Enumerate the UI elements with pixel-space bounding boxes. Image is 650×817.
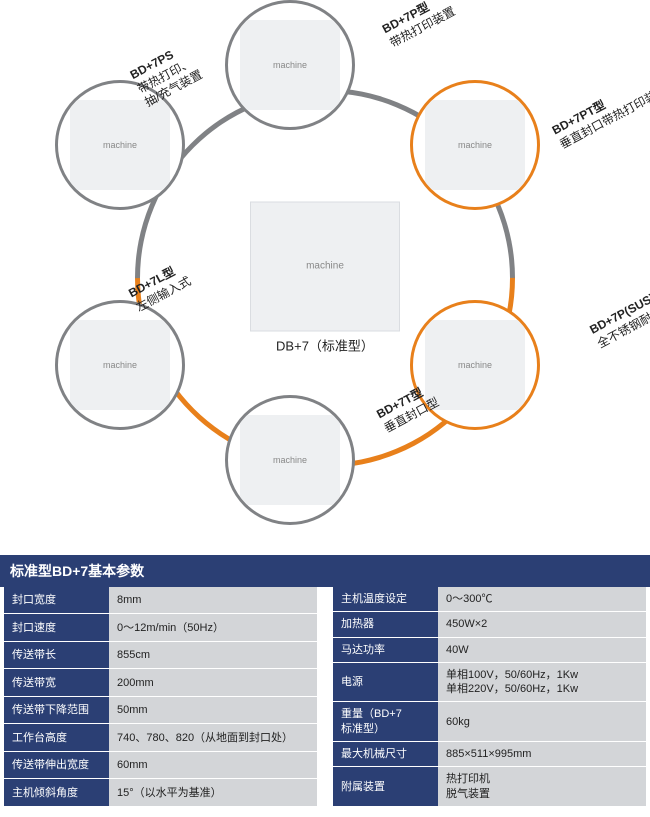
center-label: DB+7（标准型） xyxy=(250,335,400,354)
spec-value: 0～300℃ xyxy=(438,587,646,612)
spec-value: 15°（以水平为基准） xyxy=(109,779,317,807)
spec-value: 单相100V，50/60Hz，1Kw单相220V，50/60Hz，1Kw xyxy=(438,662,646,702)
image-placeholder: machine xyxy=(240,20,340,110)
node-top-left: machine BD+7PS 带热打印、抽/充气装置 xyxy=(50,80,190,210)
spec-key: 马达功率 xyxy=(333,637,438,662)
node-top-right: machine BD+7PT型 垂直封口带热打印装置 xyxy=(405,80,545,210)
spec-key: 传送带下降范围 xyxy=(4,696,109,724)
spec-key: 最大机械尺寸 xyxy=(333,742,438,767)
specs-table-left: 封口宽度8mm封口速度0～12m/min（50Hz）传送带长855cm传送带宽2… xyxy=(4,587,317,807)
spec-value: 0～12m/min（50Hz） xyxy=(109,614,317,642)
spec-value: 热打印机脱气装置 xyxy=(438,767,646,807)
product-variant-diagram: machine DB+7（标准型） machine BD+7P型 带热打印装置 … xyxy=(0,0,650,555)
spec-key: 工作台高度 xyxy=(4,724,109,752)
node-label: BD+7P(SUS)型 全不锈钢耐腐蚀型 xyxy=(587,279,650,352)
spec-value: 200mm xyxy=(109,669,317,697)
spec-value: 885×511×995mm xyxy=(438,742,646,767)
node-label: BD+7P型 带热打印装置 xyxy=(380,0,458,51)
spec-key: 传送带伸出宽度 xyxy=(4,751,109,779)
specs-table-right: 主机温度设定0～300℃加热器450W×2马达功率40W电源单相100V，50/… xyxy=(333,587,646,807)
spec-value: 50mm xyxy=(109,696,317,724)
image-placeholder: machine xyxy=(70,100,170,190)
node-circle: machine xyxy=(55,300,185,430)
node-circle: machine xyxy=(410,80,540,210)
specs-title: 标准型BD+7基本参数 xyxy=(0,555,650,587)
specs-tables: 封口宽度8mm封口速度0～12m/min（50Hz）传送带长855cm传送带宽2… xyxy=(0,587,650,817)
node-bottom-left: machine BD+7L型 左侧输入式 xyxy=(50,300,190,430)
image-placeholder: machine xyxy=(70,320,170,410)
spec-value: 740、780、820（从地面到封口处） xyxy=(109,724,317,752)
node-label: BD+7PT型 垂直封口带热打印装置 xyxy=(550,69,650,153)
spec-key: 加热器 xyxy=(333,612,438,637)
spec-value: 60kg xyxy=(438,702,646,742)
image-placeholder: machine xyxy=(240,415,340,505)
spec-key: 附属装置 xyxy=(333,767,438,807)
spec-value: 8mm xyxy=(109,587,317,614)
spec-key: 主机倾斜角度 xyxy=(4,779,109,807)
spec-key: 传送带宽 xyxy=(4,669,109,697)
image-placeholder: machine xyxy=(425,100,525,190)
spec-value: 40W xyxy=(438,637,646,662)
spec-value: 450W×2 xyxy=(438,612,646,637)
spec-value: 60mm xyxy=(109,751,317,779)
spec-key: 封口速度 xyxy=(4,614,109,642)
spec-key: 重量（BD+7标准型） xyxy=(333,702,438,742)
image-placeholder: machine xyxy=(250,201,400,331)
node-circle: machine xyxy=(225,0,355,130)
spec-key: 电源 xyxy=(333,662,438,702)
node-circle: machine xyxy=(225,395,355,525)
node-bottom: machine BD+7T型 垂直封口型 xyxy=(220,395,360,525)
diagram-center-node: machine DB+7（标准型） xyxy=(250,201,400,354)
spec-value: 855cm xyxy=(109,641,317,669)
node-top: machine BD+7P型 带热打印装置 xyxy=(220,0,360,130)
image-placeholder: machine xyxy=(425,320,525,410)
spec-key: 主机温度设定 xyxy=(333,587,438,612)
spec-key: 传送带长 xyxy=(4,641,109,669)
spec-key: 封口宽度 xyxy=(4,587,109,614)
